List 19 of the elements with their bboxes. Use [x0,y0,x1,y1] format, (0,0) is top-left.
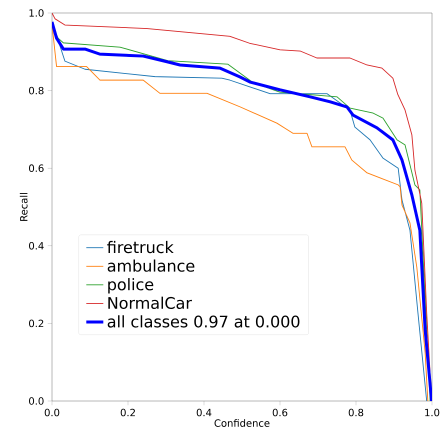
x-tick-label: 1.0 [425,408,440,416]
x-tick-label: 0.4 [196,408,212,416]
x-tick-label: 0.2 [120,408,135,416]
y-tick-label: 0.4 [29,242,44,250]
x-tick-label: 0.6 [272,408,288,416]
x-tick-label: 0.0 [44,408,60,416]
x-tick-label: 0.8 [348,408,364,416]
legend-label: police [108,278,154,294]
y-tick-label: 1.0 [29,9,44,17]
legend-label: all classes 0.97 at 0.000 [108,315,300,328]
y-tick-label: 0.6 [29,164,44,172]
y-tick-label: 0.2 [29,320,44,328]
legend-label: ambulance [108,259,194,272]
y-tick-label: 0.8 [29,86,44,94]
legend-label: firetruck [107,240,174,254]
legend-label: NormalCar [108,296,192,309]
x-axis-title: Confidence [214,419,270,427]
y-tick-label: 0.0 [29,397,44,405]
y-axis-title: Recall [20,193,28,221]
